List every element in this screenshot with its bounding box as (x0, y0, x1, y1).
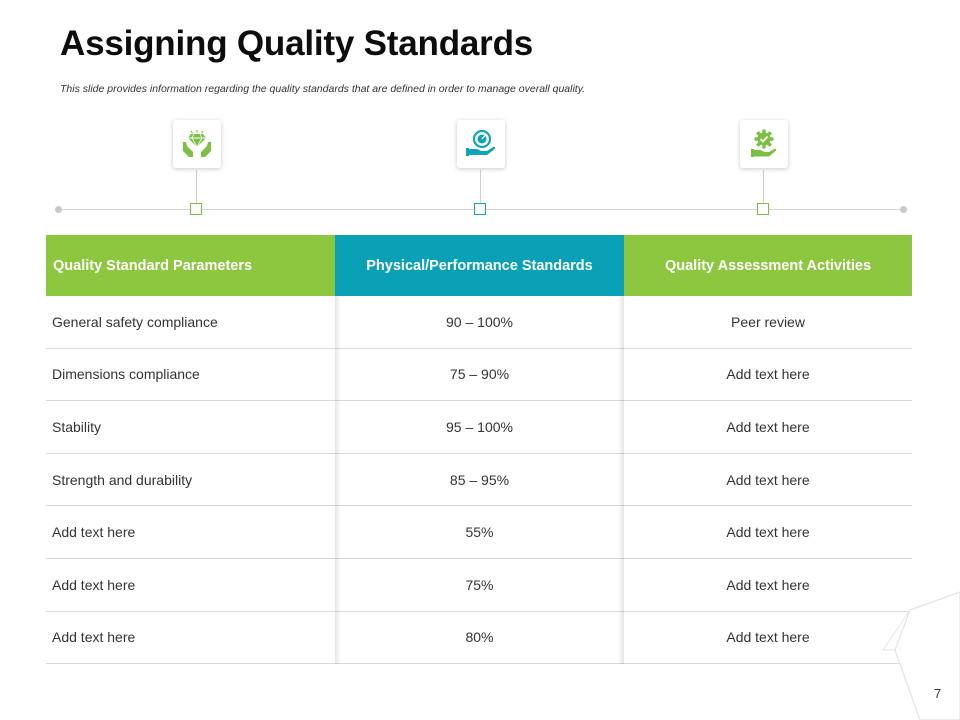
table-row: Add text here 80% Add text here (46, 612, 912, 665)
header-physical-performance-standards: Physical/Performance Standards (335, 235, 624, 296)
standard-cell: 95 – 100% (446, 418, 513, 435)
connector-2 (480, 170, 481, 203)
table-row: Add text here 75% Add text here (46, 559, 912, 612)
table-row: Stability 95 – 100% Add text here (46, 401, 912, 454)
timeline-end-dot (900, 206, 907, 213)
corner-decoration (882, 591, 960, 720)
activity-cell: Add text here (726, 471, 810, 488)
gear-hand-icon (751, 129, 777, 157)
standard-cell: 55% (465, 524, 494, 541)
parameter-cell: Stability (52, 418, 102, 435)
activity-cell: Add text here (726, 524, 810, 541)
connector-3 (763, 170, 764, 203)
slide-title: Assigning Quality Standards (60, 24, 534, 63)
standard-cell: 80% (465, 629, 494, 646)
activity-cell: Add text here (726, 366, 810, 383)
diamond-hands-icon (183, 130, 211, 157)
icon-box-3 (740, 120, 788, 168)
activity-cell: Add text here (726, 418, 810, 435)
page-number: 7 (934, 686, 942, 701)
parameter-cell: Dimensions compliance (52, 366, 200, 383)
standard-cell: 75% (465, 576, 494, 593)
header-quality-assessment-activities: Quality Assessment Activities (624, 235, 912, 296)
table-row: Strength and durability 85 – 95% Add tex… (46, 454, 912, 507)
timeline-start-dot (55, 206, 62, 213)
parameter-cell: Add text here (52, 576, 136, 593)
icon-box-2 (457, 120, 505, 168)
standard-cell: 90 – 100% (446, 313, 513, 330)
slide-subtitle: This slide provides information regardin… (60, 83, 586, 95)
connector-1 (196, 170, 197, 203)
table-header-row: Quality Standard Parameters Physical/Per… (46, 235, 912, 296)
table-row: Dimensions compliance 75 – 90% Add text … (46, 349, 912, 402)
timeline-marker-3 (757, 203, 769, 215)
table-row: Add text here 55% Add text here (46, 506, 912, 559)
standard-cell: 75 – 90% (449, 366, 510, 383)
quality-standards-table: Quality Standard Parameters Physical/Per… (46, 235, 912, 665)
timeline-marker-1 (190, 203, 202, 215)
standard-cell: 85 – 95% (449, 471, 510, 488)
parameter-cell: Add text here (52, 629, 136, 646)
timeline-marker-2 (474, 203, 486, 215)
parameter-cell: Strength and durability (52, 471, 193, 488)
parameter-cell: Add text here (52, 524, 136, 541)
table-row: General safety compliance 90 – 100% Peer… (46, 296, 912, 349)
activity-cell: Peer review (731, 313, 805, 330)
activity-cell: Add text here (726, 629, 810, 646)
parameter-cell: General safety compliance (52, 313, 218, 330)
gauge-hand-icon (466, 130, 496, 156)
header-quality-standard-parameters: Quality Standard Parameters (46, 235, 335, 296)
activity-cell: Add text here (726, 576, 810, 593)
icon-box-1 (173, 120, 221, 168)
